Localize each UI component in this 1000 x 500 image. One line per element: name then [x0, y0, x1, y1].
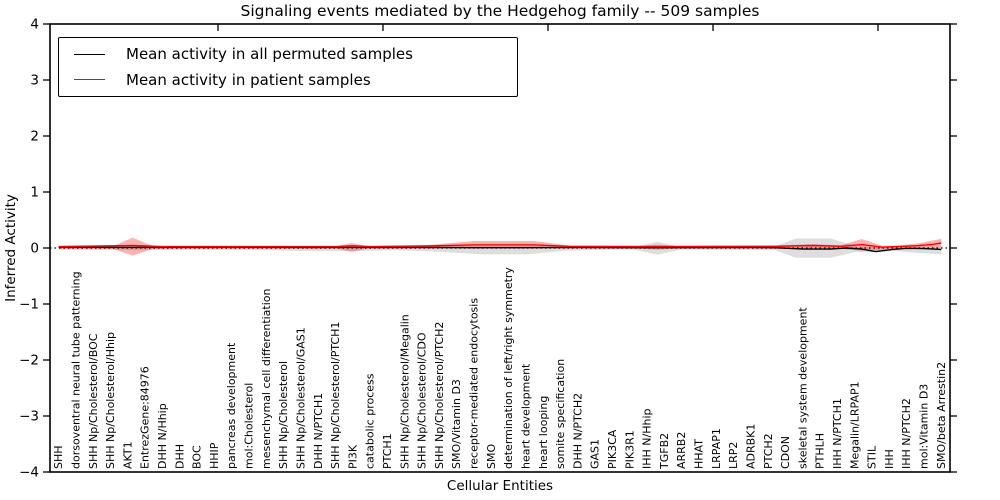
x-tick-label: mesenchymal cell differentiation: [260, 288, 273, 469]
x-tick-label: catabolic process: [364, 373, 377, 469]
x-tick-label: SHH Np/Cholesterol/CDO: [416, 332, 429, 469]
x-tick-label: SHH Np/Cholesterol: [277, 361, 290, 469]
x-tick-label: GAS1: [589, 439, 602, 469]
x-tick-label: somite specification: [554, 359, 567, 469]
patient-mean-line: [58, 242, 942, 248]
x-tick-label: SMO/beta Arrestin2: [935, 362, 948, 469]
x-tick-label: heart development: [519, 363, 532, 469]
x-tick-label: BOC: [191, 445, 204, 469]
permuted-mean-line: [58, 246, 942, 253]
y-tick-label: −3: [19, 409, 39, 425]
x-tick-label: EntrezGene:84976: [139, 366, 152, 469]
x-tick-label: SHH Np/Cholesterol/GAS1: [294, 327, 307, 469]
x-tick-label: determination of left/right symmetry: [502, 267, 515, 469]
x-tick-label: SHH Np/Cholesterol/Megalin: [398, 314, 411, 469]
y-tick-label: 2: [30, 129, 39, 145]
x-tick-label: SHH Np/Cholesterol/PTCH2: [433, 322, 446, 469]
x-tick-label: pancreas development: [225, 342, 238, 469]
x-tick-label: PTHLH: [814, 433, 827, 469]
x-tick-label: DHH N/PTCH2: [571, 393, 584, 469]
x-tick-label: AKT1: [121, 441, 134, 469]
x-tick-label: DHH N/Hhip: [156, 403, 169, 469]
legend-label-patient: Mean activity in patient samples: [126, 70, 371, 89]
x-tick-label: SMO: [485, 444, 498, 469]
x-tick-label: PTCH1: [381, 433, 394, 469]
x-tick-label: PI3K: [346, 444, 359, 469]
x-tick-label: LRPAP1: [710, 428, 723, 469]
x-tick-label: LRP2: [727, 442, 740, 469]
x-tick-label: SHH Np/Cholesterol/BOC: [87, 333, 100, 469]
patient-samples-range-band: [58, 237, 942, 256]
y-tick-label: −2: [19, 353, 39, 369]
x-tick-label: DHH N/PTCH1: [312, 393, 325, 469]
x-tick-label: IHH N/PTCH2: [900, 398, 913, 469]
legend-item-permuted: Mean activity in all permuted samples: [74, 45, 517, 63]
x-tick-label: STIL: [866, 445, 879, 469]
x-tick-label: mol:Cholesterol: [243, 383, 256, 469]
y-tick-label: 1: [30, 185, 39, 201]
chart-title: Signaling events mediated by the Hedgeho…: [240, 2, 760, 20]
x-tick-label: heart looping: [537, 396, 550, 469]
legend: Mean activity in all permuted samples Me…: [58, 37, 518, 97]
x-tick-label: TGFB2: [658, 433, 671, 470]
x-tick-label: HHAT: [693, 439, 706, 469]
permuted-line-swatch: [74, 53, 105, 55]
x-tick-label: PIK3R1: [623, 430, 636, 469]
y-tick-label: −1: [19, 297, 39, 313]
y-tick-label: −4: [19, 465, 39, 481]
y-tick-label: 4: [30, 17, 39, 33]
x-tick-label: dorsoventral neural tube patterning: [69, 271, 82, 469]
x-tick-label: IHH N/Hhip: [641, 408, 654, 469]
patient-line-swatch: [74, 79, 105, 81]
x-tick-label: HHIP: [208, 442, 221, 469]
x-tick-label: SHH Np/Cholesterol/PTCH1: [329, 322, 342, 469]
x-tick-label: receptor-mediated endocytosis: [468, 298, 481, 469]
x-tick-label: skeletal system development: [796, 307, 809, 469]
x-tick-label: SHH Np/Cholesterol/Hhip: [104, 332, 117, 469]
legend-label-permuted: Mean activity in all permuted samples: [126, 45, 413, 64]
x-tick-label: ADRBK1: [744, 424, 757, 469]
x-tick-label: CDON: [779, 436, 792, 469]
x-tick-label: SMO/Vitamin D3: [450, 379, 463, 469]
x-axis-title: Cellular Entities: [446, 478, 554, 494]
y-tick-label: 0: [30, 241, 39, 257]
x-tick-label: PTCH2: [762, 433, 775, 469]
y-tick-label: 3: [30, 73, 39, 89]
x-tick-label: Megalin/LRPAP1: [848, 381, 861, 469]
x-tick-label: IHH N/PTCH1: [831, 398, 844, 469]
x-tick-label: DHH: [173, 444, 186, 469]
x-tick-label: ARRB2: [675, 432, 688, 469]
x-tick-label: PIK3CA: [606, 429, 619, 469]
x-tick-label: IHH: [883, 449, 896, 469]
legend-item-patient: Mean activity in patient samples: [74, 71, 517, 89]
x-tick-label: SHH: [52, 445, 65, 469]
x-tick-label: mol:Vitamin D3: [918, 384, 931, 469]
